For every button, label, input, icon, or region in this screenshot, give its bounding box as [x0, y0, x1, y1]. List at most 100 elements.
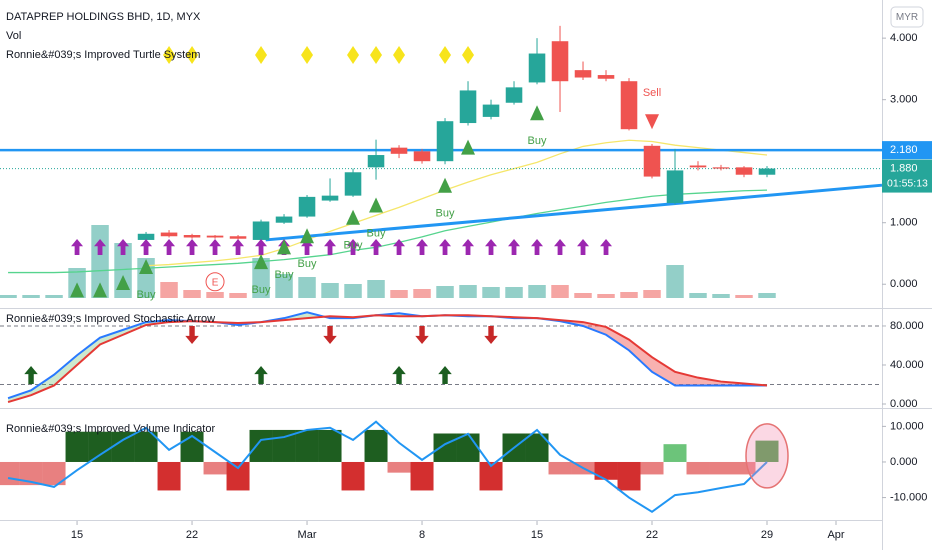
volume-indicator-bar [341, 461, 365, 491]
volume-indicator-bar [479, 461, 503, 491]
purple-arrow [117, 239, 130, 255]
stochastic-up-arrow [24, 366, 38, 384]
turtle-diamond [370, 46, 383, 64]
volume-bar [344, 284, 362, 298]
purple-arrow [255, 239, 268, 255]
buy-triangle [70, 282, 85, 298]
buy-label: Buy [252, 284, 271, 296]
buy-triangle [369, 197, 384, 213]
stochastic-down-arrow [185, 326, 199, 344]
moving-average [146, 139, 768, 267]
buy-triangle [300, 228, 315, 244]
candle-body [206, 235, 224, 238]
stochastic-fill [675, 371, 699, 386]
volume-bar [367, 280, 385, 298]
x-tick-label: 8 [419, 529, 425, 541]
volume-bar [505, 287, 523, 298]
candle-body [666, 170, 684, 204]
buy-label: Buy [137, 289, 156, 301]
candle-body [620, 81, 638, 130]
volume-indicator-bar [548, 461, 572, 475]
volume-bar [22, 295, 40, 298]
purple-arrow [531, 239, 544, 255]
turtle-diamond [255, 46, 268, 64]
purple-arrow [324, 239, 337, 255]
stochastic-down-arrow [323, 326, 337, 344]
volume-bar [436, 286, 454, 298]
buy-label: Buy [298, 258, 317, 270]
volume-indicator-bar [295, 429, 319, 462]
candle-body [528, 53, 546, 83]
y-tick-label: 4.000 [890, 32, 918, 44]
moving-average [8, 189, 768, 274]
stochastic-up-arrow [392, 366, 406, 384]
volume-bar [321, 283, 339, 298]
buy-triangle [530, 105, 545, 121]
stochastic-title: Ronnie&#039;s Improved Stochastic Arrow [6, 313, 215, 325]
y-tick-label: 0.000 [890, 456, 918, 468]
buy-triangle [93, 282, 108, 298]
volume-indicator-title: Ronnie&#039;s Improved Volume Indicator [6, 423, 215, 435]
purple-arrow [577, 239, 590, 255]
buy-label: Buy [275, 269, 294, 281]
legend-turtle: Ronnie&#039;s Improved Turtle System [6, 49, 200, 61]
volume-bar [160, 282, 178, 298]
purple-arrow [370, 239, 383, 255]
purple-arrow [462, 239, 475, 255]
volume-indicator-bar [88, 431, 112, 462]
candle-body [436, 121, 454, 162]
purple-arrow [347, 239, 360, 255]
stochastic-fill [629, 339, 653, 372]
candle-body [505, 87, 523, 103]
volume-indicator-bar [65, 431, 89, 462]
buy-label: Buy [528, 135, 547, 147]
stochastic-fill [54, 355, 78, 386]
currency-label[interactable]: MYR [896, 12, 918, 23]
turtle-diamond [186, 46, 199, 64]
stochastic-down-arrow [415, 326, 429, 344]
candle-body [390, 147, 408, 154]
volume-indicator-bar [157, 461, 181, 491]
x-tick-label: 29 [761, 529, 773, 541]
candle-body [183, 235, 201, 238]
volume-bar [597, 294, 615, 298]
hline-tag [882, 141, 932, 160]
purple-arrow [140, 239, 153, 255]
sell-label: Sell [643, 87, 661, 99]
stochastic-fill [100, 329, 124, 345]
volume-bar [183, 290, 201, 298]
stochastic-fill [77, 337, 101, 365]
candle-body [252, 221, 270, 240]
candle-body [482, 104, 500, 117]
volume-bar [114, 243, 132, 298]
buy-label: Buy [344, 240, 363, 252]
volume-bar [206, 292, 224, 298]
volume-bar [275, 274, 293, 298]
y-tick-label: 80.000 [890, 320, 924, 332]
volume-indicator-bar [732, 461, 756, 475]
candle-body [459, 90, 477, 124]
volume-bar [528, 285, 546, 298]
candle-body [321, 195, 339, 201]
stochastic-up-arrow [254, 366, 268, 384]
last-price-label: 1.880 [890, 162, 918, 174]
volume-bar [551, 285, 569, 298]
candle-body [137, 233, 155, 240]
volume-bar [689, 293, 707, 298]
y-tick-label: 0.000 [890, 398, 918, 410]
volume-indicator-bar [525, 433, 549, 462]
volume-indicator-bar [410, 461, 434, 491]
volume-indicator-bar [755, 440, 779, 462]
volume-indicator-bar [617, 461, 641, 491]
candle-body [275, 216, 293, 223]
stochastic-fill [31, 374, 55, 396]
volume-bar [91, 225, 109, 298]
volume-indicator-bar [709, 461, 733, 475]
currency-box[interactable] [890, 6, 924, 28]
stochastic-down-arrow [484, 326, 498, 344]
volume-bar [45, 295, 63, 298]
volume-bar [620, 292, 638, 298]
purple-arrow [416, 239, 429, 255]
candle-body [689, 165, 707, 168]
